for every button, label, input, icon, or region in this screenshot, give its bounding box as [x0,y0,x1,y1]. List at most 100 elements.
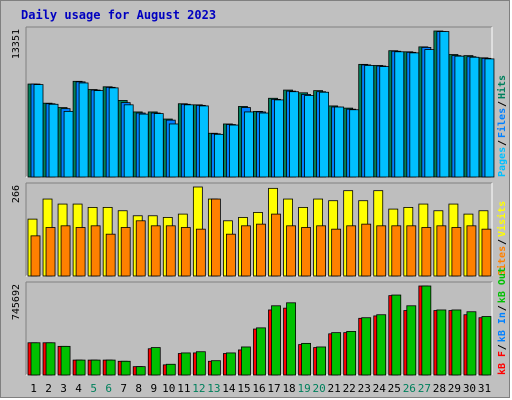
x-tick-label-day-8: 8 [135,382,142,395]
x-tick-label-day-16: 16 [252,382,265,395]
bar-kb-out-day-22 [346,331,357,376]
x-tick-label-day-25: 25 [388,382,401,395]
legend-visits: Visits [496,201,508,237]
bar-sites-day-13 [210,198,221,277]
bar-pages-day-1 [33,84,44,178]
bar-sites-day-17 [271,213,281,277]
bar-kb-out-day-11 [180,352,191,376]
x-tick-label-day-15: 15 [237,382,250,395]
bar-sites-day-4 [75,227,86,277]
x-tick-label-day-10: 10 [162,382,175,395]
x-tick-label-day-31: 31 [478,382,491,395]
bar-kb-out-day-13 [210,360,221,376]
bar-sites-day-14 [226,233,236,277]
x-tick-label-day-1: 1 [30,382,37,395]
bar-kb-out-day-31 [481,316,492,376]
bar-kb-out-day-21 [331,332,342,376]
x-tick-label-day-4: 4 [75,382,82,395]
y-max-label: 266 [11,185,22,203]
bar-pages-day-25 [394,51,405,178]
bar-kb-out-day-4 [75,359,86,376]
x-tick-label-day-26: 26 [403,382,416,395]
bar-kb-out-day-7 [120,360,131,376]
bar-sites-day-12 [195,228,206,277]
legend-kb-f: kB F [497,351,508,375]
bar-sites-day-27 [421,227,432,277]
bar-pages-day-2 [48,103,59,178]
bar-pages-day-10 [168,123,179,178]
bar-sites-day-3 [60,225,71,277]
bar-sites-day-19 [301,227,311,277]
bar-pages-day-24 [379,66,390,178]
bar-kb-out-day-25 [391,294,402,376]
bar-kb-out-day-8 [135,366,146,376]
bar-sites-day-7 [120,227,131,277]
legend-separator: / [497,344,508,350]
bar-sites-day-22 [346,225,357,277]
bar-pages-day-6 [108,87,119,178]
y-max-label: 745692 [11,284,22,320]
y-max-label: 13351 [11,29,22,59]
bar-pages-day-31 [484,58,495,178]
bar-kb-out-day-23 [361,317,372,376]
bar-pages-day-26 [409,52,420,178]
bar-sites-day-31 [481,228,492,277]
x-tick-label-day-19: 19 [297,382,310,395]
bar-sites-day-15 [241,225,251,277]
bar-kb-out-day-26 [406,305,417,376]
x-tick-label-day-2: 2 [45,382,52,395]
bar-kb-out-day-18 [286,302,296,376]
bar-pages-day-13 [213,133,224,178]
x-tick-label-day-29: 29 [448,382,461,395]
bar-pages-day-23 [364,65,375,178]
x-tick-label-day-28: 28 [433,382,446,395]
bar-pages-day-15 [244,111,254,178]
bar-kb-out-day-15 [241,346,251,376]
bar-kb-out-day-9 [150,347,161,376]
bar-sites-day-21 [331,228,342,277]
bar-sites-day-16 [256,223,266,277]
bar-pages-day-3 [63,110,74,178]
bar-pages-day-19 [304,95,314,178]
legend-separator: / [497,305,508,311]
x-tick-label-day-22: 22 [343,382,356,395]
x-tick-label-day-30: 30 [463,382,476,395]
bar-kb-out-day-10 [165,363,176,376]
legend-hits: Hits [496,75,508,99]
x-tick-label-day-5: 5 [90,382,97,395]
legend-sites: Sites [496,246,508,276]
legend-kb-in: kB In [497,312,508,342]
bar-pages-day-18 [289,91,299,178]
bar-sites-day-28 [436,225,447,277]
x-tick-label-day-9: 9 [150,382,157,395]
bar-pages-day-9 [153,113,164,178]
x-tick-label-day-18: 18 [282,382,295,395]
bar-sites-day-20 [316,225,327,277]
x-tick-label-day-14: 14 [222,382,236,395]
legend-separator: / [497,140,508,146]
bar-pages-day-8 [138,113,149,178]
bar-kb-out-day-14 [226,352,236,376]
bar-kb-out-day-1 [30,342,41,376]
bar-kb-out-day-6 [105,359,116,376]
bar-kb-out-day-12 [195,351,206,376]
bar-sites-day-5 [90,225,101,277]
bar-pages-day-16 [259,112,269,178]
bar-kb-out-day-24 [376,314,387,376]
bar-kb-out-day-30 [466,311,477,376]
chart-title: Daily usage for August 2023 [21,8,217,22]
legend-separator: / [497,101,508,107]
bar-sites-day-26 [406,225,417,277]
bar-pages-day-21 [334,106,345,178]
bar-sites-day-8 [135,220,146,277]
bar-sites-day-2 [45,227,56,277]
x-tick-label-day-6: 6 [105,382,112,395]
bar-sites-day-24 [376,225,387,277]
x-tick-label-day-17: 17 [267,382,280,395]
x-tick-label-day-21: 21 [328,382,341,395]
bar-sites-day-10 [165,225,176,277]
bar-sites-day-1 [30,235,41,277]
bar-pages-day-30 [469,56,480,178]
bar-pages-day-7 [123,104,134,178]
bar-kb-out-day-5 [90,359,101,376]
